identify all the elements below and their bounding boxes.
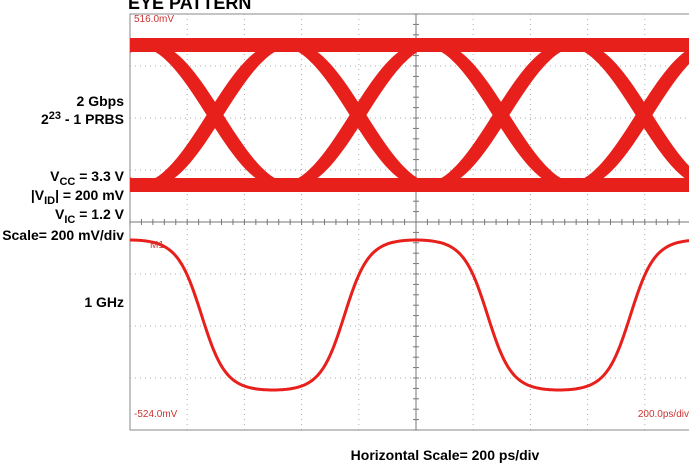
- waveforms: [130, 38, 689, 392]
- rate-label: 2 Gbps: [77, 93, 125, 109]
- bottom-level: -524.0mV: [134, 409, 178, 420]
- clock-wave: [130, 238, 689, 392]
- top-level: 516.0mV: [134, 14, 174, 25]
- eye-edge: [436, 43, 578, 187]
- eye-edge: [150, 43, 292, 187]
- freq-label: 1 GHz: [84, 294, 124, 310]
- timebase: 200.0ps/div: [638, 409, 689, 420]
- marker: M1: [150, 240, 164, 251]
- title: EYE PATTERN: [128, 0, 251, 13]
- vid-label: |VID| = 200 mV: [31, 187, 125, 207]
- prbs-label: 223 - 1 PRBS: [41, 110, 124, 127]
- eye-edge: [293, 43, 435, 187]
- vic-label: VIC = 1.2 V: [55, 206, 125, 226]
- footer: Horizontal Scale= 200 ps/div: [351, 447, 540, 463]
- scale-label: Scale= 200 mV/div: [2, 227, 124, 243]
- eye-edge: [579, 43, 689, 172]
- vcc-label: VCC = 3.3 V: [50, 168, 125, 188]
